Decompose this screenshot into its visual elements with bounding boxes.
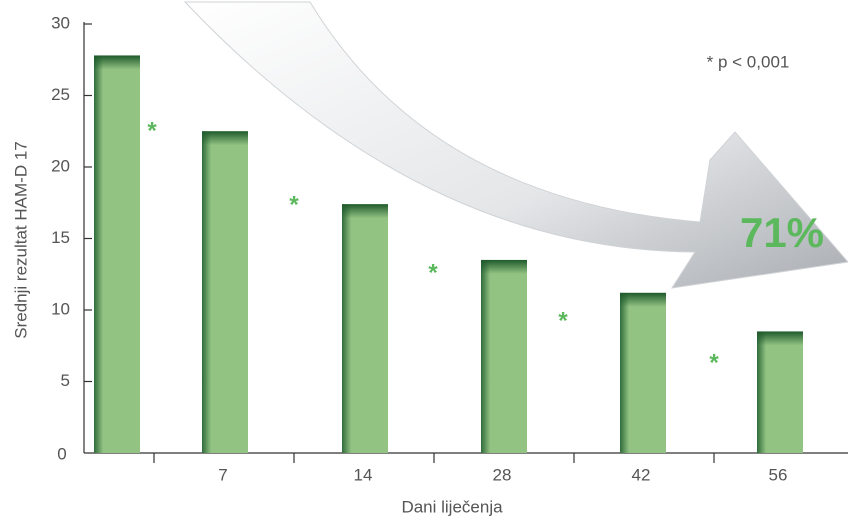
y-tick-label: 20 xyxy=(51,156,70,175)
note: * p < 0,001 xyxy=(707,52,790,71)
bar xyxy=(202,131,248,453)
y-tick-label: 15 xyxy=(51,228,70,247)
x-tick-label: 7 xyxy=(218,465,227,484)
trend-arrow xyxy=(183,1,848,289)
reduction-label: 71% xyxy=(740,209,824,256)
bar-shade xyxy=(202,131,248,146)
x-tick-label: 28 xyxy=(493,465,512,484)
y-axis-title: Srednji rezultat HAM-D 17 xyxy=(11,141,30,338)
x-tick-label: 56 xyxy=(769,465,788,484)
significance-marker: * xyxy=(428,259,438,286)
x-tick-label: 42 xyxy=(632,465,651,484)
bar-shade xyxy=(757,331,803,346)
x-tick-label: 14 xyxy=(354,465,373,484)
significance-marker: * xyxy=(147,117,157,144)
bar-shade xyxy=(481,259,527,274)
y-tick-label: 0 xyxy=(57,444,66,463)
x-axis-title: Dani liječenja xyxy=(401,497,503,516)
bar-shade xyxy=(620,292,666,307)
y-tick-label: 10 xyxy=(51,299,70,318)
y-tick-label: 5 xyxy=(61,371,70,390)
y-tick-label: 25 xyxy=(51,85,70,104)
bar xyxy=(342,204,388,453)
bar-shade xyxy=(94,55,140,70)
bar xyxy=(757,331,803,453)
significance-marker: * xyxy=(289,191,299,218)
bar xyxy=(620,292,666,453)
bar-shade xyxy=(342,204,388,219)
significance-marker: * xyxy=(709,349,719,376)
significance-marker: * xyxy=(558,307,568,334)
y-tick-label: 30 xyxy=(51,13,70,32)
bar xyxy=(481,259,527,453)
bar xyxy=(94,55,140,454)
